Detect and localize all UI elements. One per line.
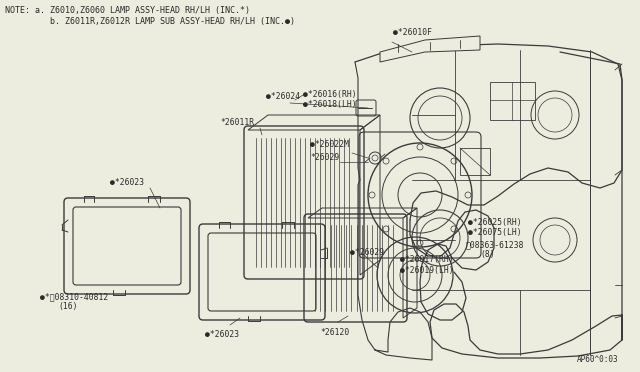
Text: ●*26025(RH): ●*26025(RH)	[468, 218, 522, 227]
Text: ●*26075(LH): ●*26075(LH)	[468, 228, 522, 237]
Text: (16): (16)	[58, 302, 77, 311]
Text: ●*Ⓝ08310-40812: ●*Ⓝ08310-40812	[40, 292, 108, 301]
Text: ●*26022M: ●*26022M	[310, 140, 349, 149]
Text: ●*26016(RH): ●*26016(RH)	[303, 90, 356, 99]
Text: b. Z6011R,Z6012R LAMP SUB ASSY-HEAD RH/LH (INC.●): b. Z6011R,Z6012R LAMP SUB ASSY-HEAD RH/L…	[5, 17, 295, 26]
Text: ●*26023: ●*26023	[205, 330, 239, 339]
Text: AP60^0:03: AP60^0:03	[577, 355, 618, 364]
Text: *26120: *26120	[320, 328, 349, 337]
Text: *26011R: *26011R	[220, 118, 254, 127]
Bar	[490, 82, 535, 120]
Text: (8): (8)	[480, 250, 495, 259]
Text: Ⓝ08363-61238: Ⓝ08363-61238	[466, 240, 525, 249]
Text: *26029: *26029	[310, 153, 339, 162]
Text: ●*26010F: ●*26010F	[393, 28, 432, 37]
Text: ●*26018(LH): ●*26018(LH)	[303, 100, 356, 109]
Text: ●*26019(LH): ●*26019(LH)	[400, 266, 454, 275]
Polygon shape	[380, 36, 480, 62]
Text: ●*26024: ●*26024	[266, 92, 300, 101]
Text: ●*26029: ●*26029	[350, 248, 384, 257]
Text: NOTE: a. Z6010,Z6060 LAMP ASSY-HEAD RH/LH (INC.*): NOTE: a. Z6010,Z6060 LAMP ASSY-HEAD RH/L…	[5, 6, 250, 15]
Text: ●*26017(RH): ●*26017(RH)	[400, 255, 454, 264]
Text: ●*26023: ●*26023	[110, 178, 144, 187]
